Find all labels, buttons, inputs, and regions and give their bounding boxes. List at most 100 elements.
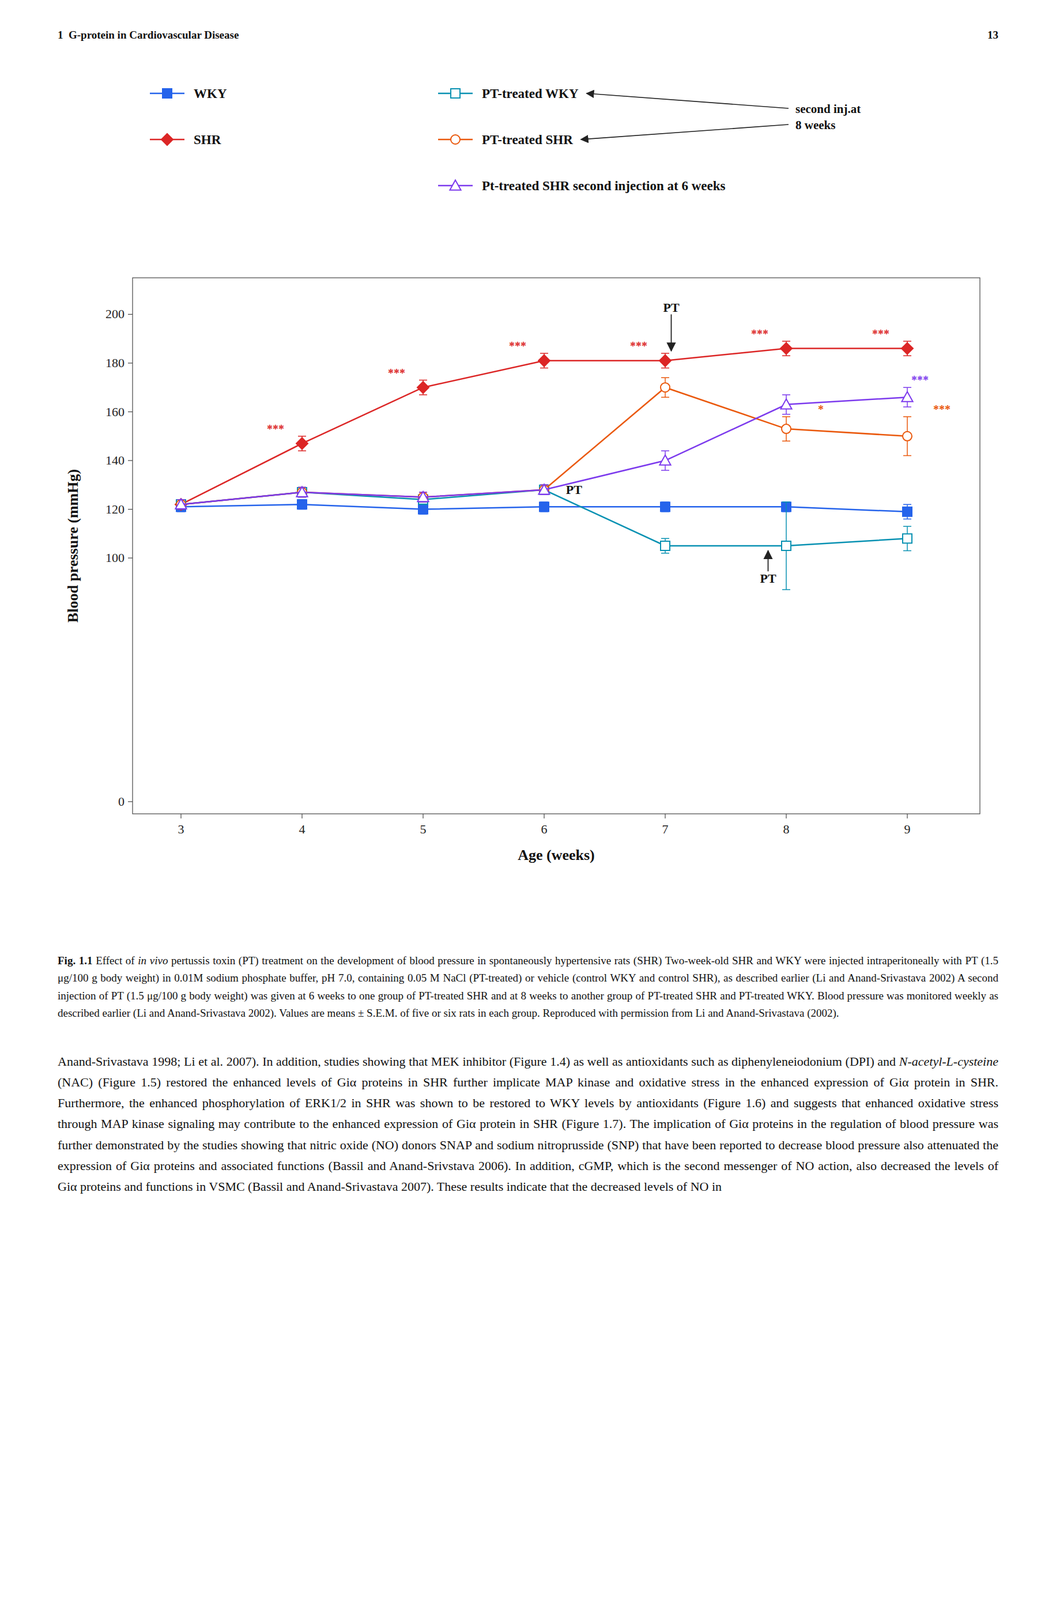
y-tick xyxy=(127,411,133,413)
x-tick xyxy=(180,813,181,819)
significance-label: *** xyxy=(911,373,929,387)
legend-label: PT-treated WKY xyxy=(481,86,579,101)
marker xyxy=(450,88,460,98)
marker xyxy=(781,541,791,551)
legend-note: second inj.at xyxy=(795,102,861,116)
series xyxy=(175,341,914,511)
y-tick-label: 140 xyxy=(105,453,125,468)
y-axis-label: Blood pressure (mmHg) xyxy=(64,469,82,623)
error-bar xyxy=(661,502,670,512)
x-tick-label: 4 xyxy=(299,821,306,837)
significance-label: *** xyxy=(933,402,951,416)
annotation-arrow xyxy=(767,550,769,572)
x-tick-label: 5 xyxy=(420,821,427,837)
significance-label: *** xyxy=(508,339,527,353)
y-tick xyxy=(127,314,133,315)
marker xyxy=(538,484,550,494)
page-header: 1 G-protein in Cardiovascular Disease13 xyxy=(0,0,1056,48)
marker xyxy=(659,355,671,367)
x-tick-label: 7 xyxy=(662,821,669,837)
x-tick-label: 6 xyxy=(541,821,548,837)
x-tick xyxy=(422,813,424,819)
annotation: PT xyxy=(759,571,776,586)
series-line xyxy=(180,387,908,505)
legend-label: SHR xyxy=(193,132,222,147)
y-tick-label: 120 xyxy=(105,502,125,517)
y-tick-label: 200 xyxy=(105,306,125,322)
error-bar xyxy=(419,504,428,515)
caption-text: Effect of xyxy=(92,954,139,967)
marker xyxy=(296,437,308,450)
caption-text: pertussis toxin (PT) treatment on the de… xyxy=(57,954,999,1020)
x-tick-label: 9 xyxy=(904,821,911,837)
y-tick xyxy=(127,801,133,802)
x-tick xyxy=(543,813,545,819)
x-tick-label: 8 xyxy=(783,821,790,837)
marker xyxy=(660,382,670,392)
chart: 34567890100120140160180200Age (weeks)Blo… xyxy=(0,47,1056,947)
error-bar xyxy=(540,502,549,512)
error-bar xyxy=(661,538,670,553)
marker xyxy=(660,502,670,512)
marker xyxy=(659,454,671,465)
x-tick xyxy=(906,813,908,819)
body-text-part: N-acetyl-L-cysteine xyxy=(899,1054,999,1069)
significance-label: *** xyxy=(751,327,769,341)
annotation: PT xyxy=(566,482,583,497)
marker xyxy=(901,342,914,355)
body-text-part: Anand-Srivastava 1998; Li et al. 2007). … xyxy=(57,1054,900,1069)
plot-frame xyxy=(132,277,980,814)
marker xyxy=(780,342,792,355)
legend-note-arrow xyxy=(581,124,789,140)
annotation-arrow xyxy=(670,314,673,351)
error-bar xyxy=(782,416,791,441)
body-text: Anand-Srivastava 1998; Li et al. 2007). … xyxy=(57,1051,999,1198)
y-tick xyxy=(127,459,133,461)
marker xyxy=(902,431,912,441)
series xyxy=(175,387,913,509)
marker xyxy=(297,499,307,509)
error-bar xyxy=(903,416,912,456)
y-tick-label: 0 xyxy=(118,794,125,809)
series xyxy=(176,377,912,509)
significance-label: * xyxy=(817,402,824,416)
caption-text: in vivo xyxy=(137,954,168,967)
y-tick-label: 180 xyxy=(105,355,125,371)
marker xyxy=(161,133,173,146)
legend-entry: Pt-treated SHR second injection at 6 wee… xyxy=(438,178,726,194)
body-text-part: (NAC) (Figure 1.5) restored the enhanced… xyxy=(57,1075,999,1194)
legend-label: PT-treated SHR xyxy=(481,132,573,147)
marker xyxy=(539,502,549,512)
plot-data xyxy=(175,341,914,590)
series xyxy=(176,499,912,520)
error-bar xyxy=(298,499,307,510)
legend-note-arrow xyxy=(586,93,789,109)
marker xyxy=(901,391,913,402)
significance-label: *** xyxy=(266,422,285,436)
legend-note: 8 weeks xyxy=(795,118,836,132)
marker xyxy=(417,491,429,502)
legend-entry: SHR xyxy=(149,132,222,147)
significance-label: *** xyxy=(872,327,890,341)
marker xyxy=(175,499,187,509)
series-line xyxy=(180,348,908,505)
marker xyxy=(902,533,912,543)
y-tick xyxy=(127,362,133,364)
error-bar xyxy=(903,526,912,551)
legend-entry: PT-treated SHR xyxy=(438,132,573,147)
marker xyxy=(296,486,308,497)
series xyxy=(176,484,912,590)
legend-label: WKY xyxy=(193,86,228,101)
legend-entry: WKY xyxy=(149,86,228,101)
error-bar xyxy=(661,377,670,398)
y-tick xyxy=(127,557,133,559)
legend-label: Pt-treated SHR second injection at 6 wee… xyxy=(481,178,726,194)
x-tick xyxy=(301,813,303,819)
series-line xyxy=(180,397,908,505)
marker xyxy=(660,541,670,551)
marker xyxy=(538,355,550,367)
legend-entry: PT-treated WKY xyxy=(438,86,579,101)
x-tick-label: 3 xyxy=(178,821,185,837)
caption-text: Fig. 1.1 xyxy=(57,954,93,967)
plot-labels: *************************PTPTPT xyxy=(266,300,951,586)
